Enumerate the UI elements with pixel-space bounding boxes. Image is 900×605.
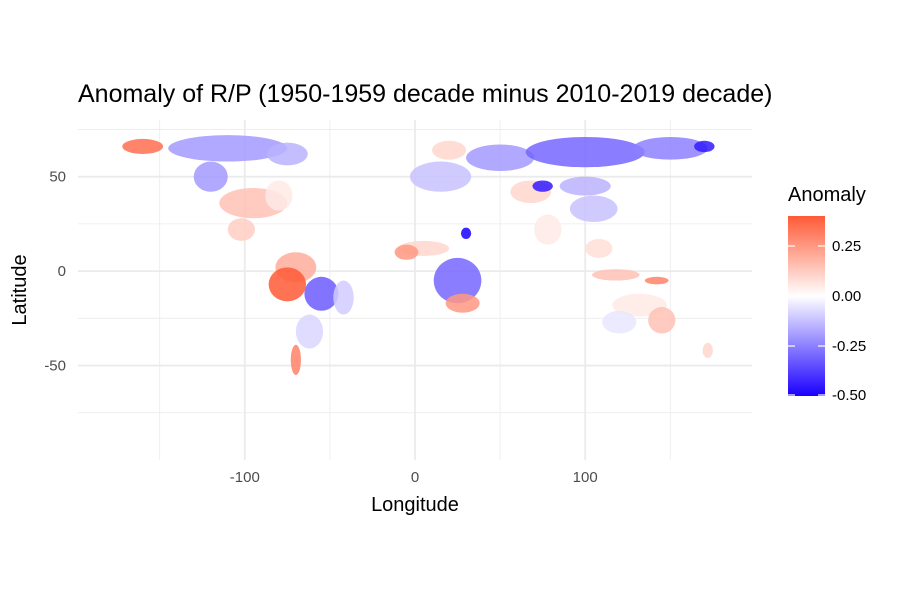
legend-ticks xyxy=(788,245,825,396)
region-europe xyxy=(409,161,472,192)
x-tick-label: 100 xyxy=(573,469,598,486)
region-argentina xyxy=(295,314,324,349)
region-new-zealand xyxy=(702,342,713,359)
legend-label: 0.00 xyxy=(832,288,862,305)
x-axis-title: Longitude xyxy=(371,494,459,516)
y-axis-title: Latitude xyxy=(9,254,31,325)
legend-label: -0.50 xyxy=(832,387,867,404)
region-east-africa-lake xyxy=(460,227,472,239)
region-scandinavia xyxy=(432,140,467,160)
legend-label: 0.25 xyxy=(832,238,862,255)
region-northern-canada xyxy=(168,135,288,162)
anomaly-raster xyxy=(122,135,715,375)
y-tick-label: 50 xyxy=(49,169,66,186)
region-western-north-america xyxy=(193,161,228,192)
region-central-asia-blue xyxy=(532,180,553,192)
region-chukotka xyxy=(694,140,715,153)
legend-title: Anomaly xyxy=(788,184,866,206)
region-southeast-asia xyxy=(585,239,613,258)
region-east-siberia xyxy=(632,137,708,160)
y-tick-label: -50 xyxy=(44,358,66,375)
region-southern-africa xyxy=(445,293,480,313)
region-indonesia xyxy=(592,269,640,281)
x-tick-label: 0 xyxy=(411,469,419,486)
region-new-guinea xyxy=(644,276,669,285)
chart-title: Anomaly of R/P (1950-1959 decade minus 2… xyxy=(78,80,773,108)
region-western-amazon xyxy=(268,267,307,302)
legend-label: -0.25 xyxy=(832,338,867,355)
region-russia-west xyxy=(466,144,535,171)
region-mongolia xyxy=(559,176,611,196)
region-eastern-brazil xyxy=(333,280,354,315)
region-mexico xyxy=(227,218,256,241)
region-central-africa xyxy=(433,257,482,304)
region-india xyxy=(534,214,562,245)
axis-ticks: -100 0 100 50 0 -50 xyxy=(44,169,597,486)
region-australia-east xyxy=(648,307,676,334)
y-tick-label: 0 xyxy=(58,263,66,280)
x-tick-label: -100 xyxy=(230,469,260,486)
region-patagonia xyxy=(290,344,301,375)
region-alaska xyxy=(122,138,164,154)
region-eastern-usa xyxy=(265,180,293,211)
region-hudson-area xyxy=(266,142,308,166)
region-china xyxy=(569,195,618,222)
region-siberia xyxy=(525,137,645,168)
region-australia-west xyxy=(602,310,637,334)
legend-color-bar xyxy=(788,216,825,396)
region-west-africa xyxy=(394,244,419,260)
region-central-amazon xyxy=(304,276,339,311)
